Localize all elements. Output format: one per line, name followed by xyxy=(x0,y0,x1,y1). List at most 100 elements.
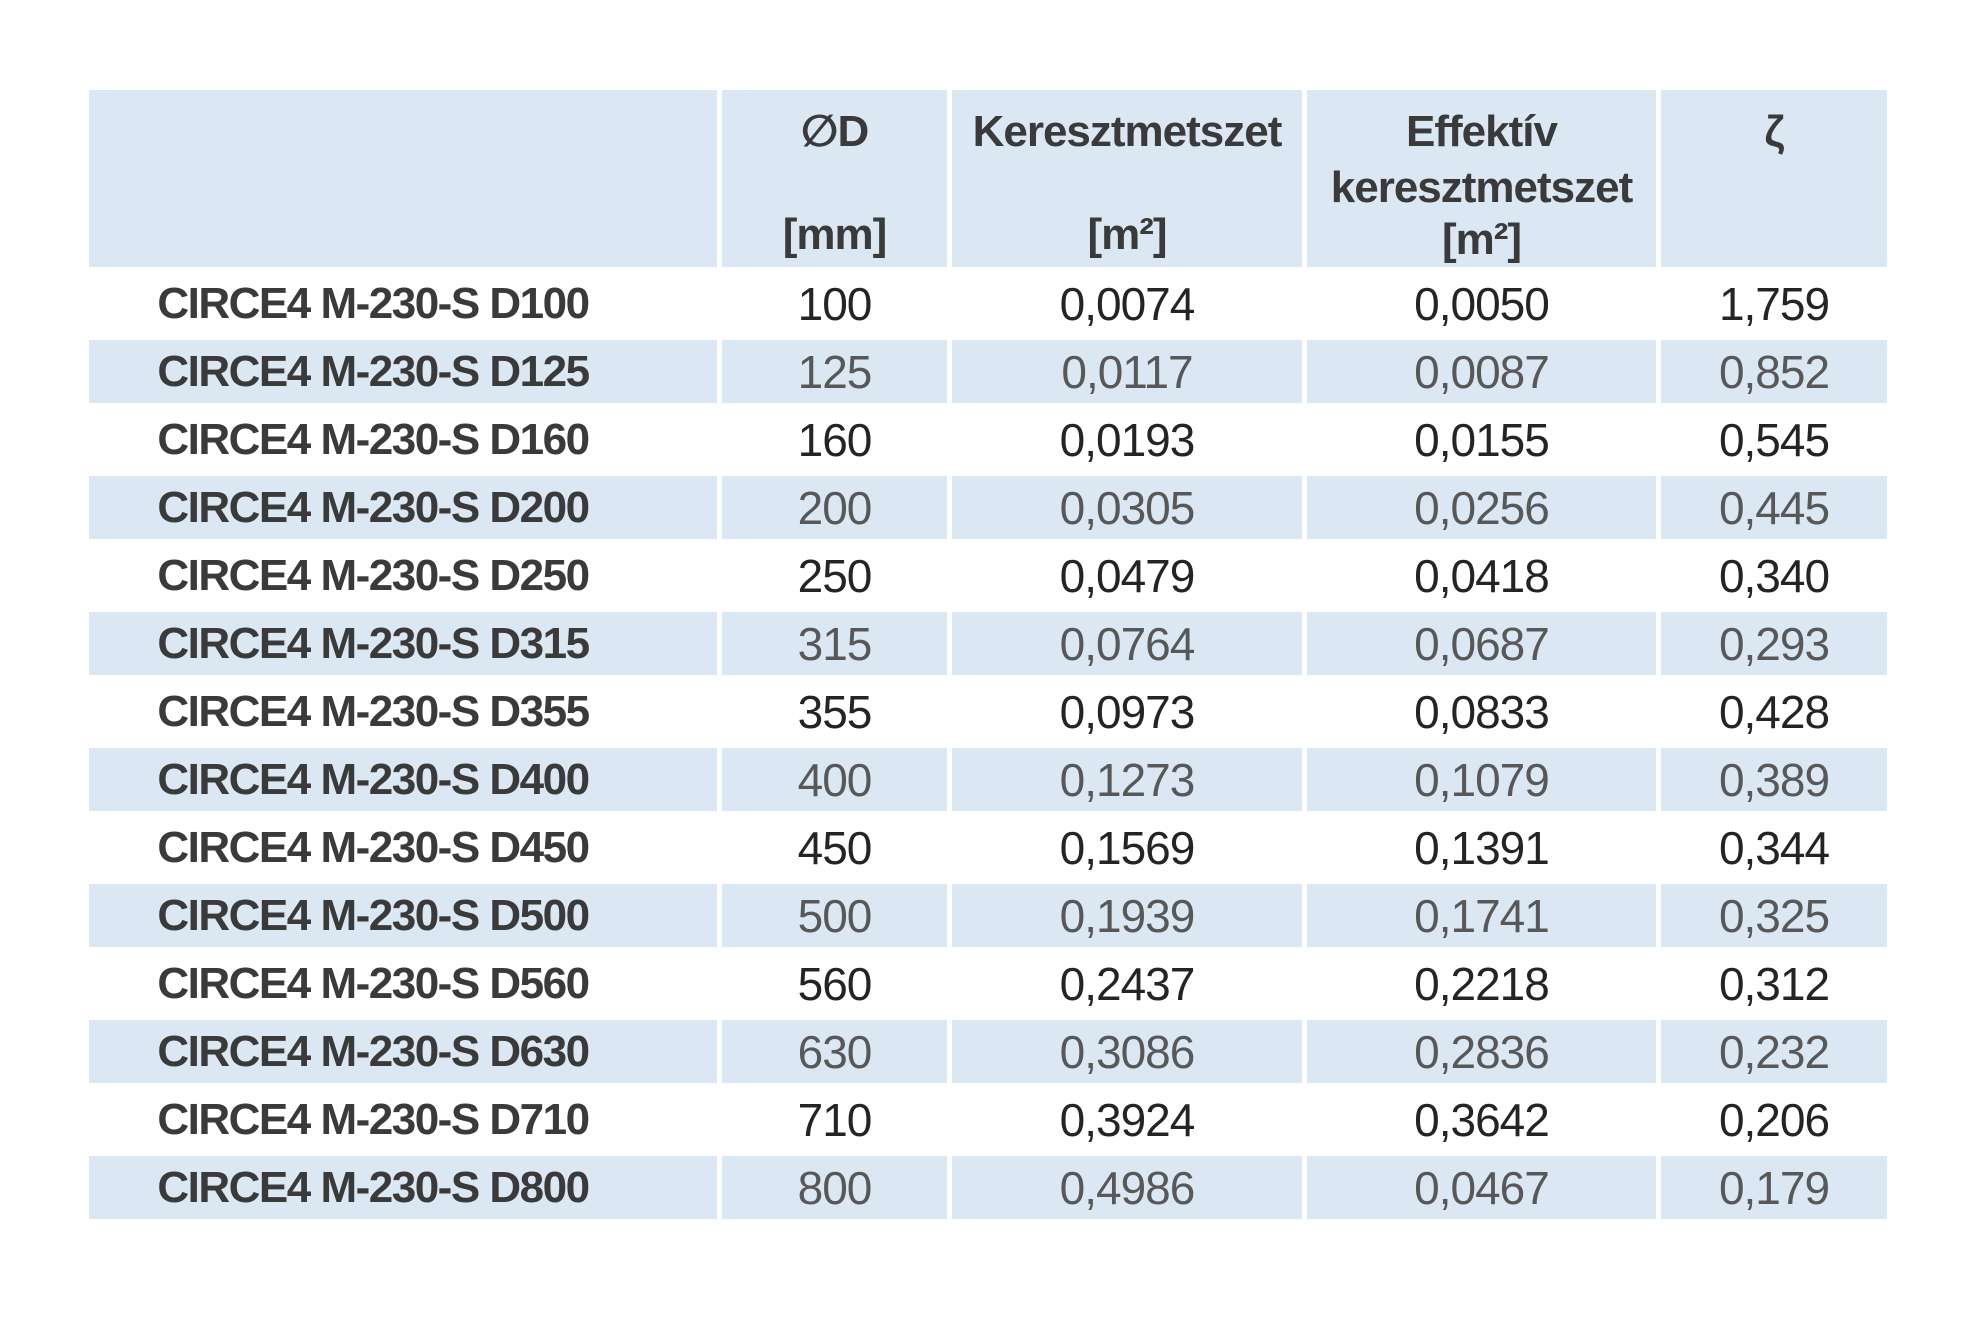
column-title-diameter: ∅D xyxy=(800,107,869,156)
diameter-cell: 125 xyxy=(722,340,947,403)
effective-cross-section-value: 0,0155 xyxy=(1414,413,1550,466)
product-name-cell: CIRCE4 M-230-S D500 xyxy=(89,884,717,947)
zeta-value: 0,312 xyxy=(1718,957,1830,1010)
effective-cross-section-cell: 0,0418 xyxy=(1307,544,1656,607)
zeta-cell: 0,179 xyxy=(1661,1156,1887,1219)
table-row: CIRCE4 M-230-S D710 710 0,3924 0,3642 0,… xyxy=(89,1088,1887,1151)
cross-section-cell: 0,0193 xyxy=(952,408,1302,471)
cross-section-cell: 0,1939 xyxy=(952,884,1302,947)
zeta-cell: 0,852 xyxy=(1661,340,1887,403)
header-cell-zeta: ζ xyxy=(1661,90,1887,267)
effective-cross-section-cell: 0,2836 xyxy=(1307,1020,1656,1083)
diameter-cell: 400 xyxy=(722,748,947,811)
zeta-value: 0,179 xyxy=(1718,1161,1830,1214)
diameter-cell: 500 xyxy=(722,884,947,947)
cross-section-cell: 0,3924 xyxy=(952,1088,1302,1151)
effective-cross-section-value: 0,2218 xyxy=(1414,957,1550,1010)
product-name: CIRCE4 M-230-S D800 xyxy=(157,1162,590,1212)
effective-cross-section-value: 0,1741 xyxy=(1414,889,1550,942)
diameter-value: 200 xyxy=(797,481,873,534)
column-title-effective-line1: Effektív xyxy=(1406,107,1558,156)
diameter-cell: 100 xyxy=(722,272,947,335)
product-name: CIRCE4 M-230-S D160 xyxy=(157,414,590,464)
table-row: CIRCE4 M-230-S D630 630 0,3086 0,2836 0,… xyxy=(89,1020,1887,1083)
zeta-value: 0,293 xyxy=(1718,617,1830,670)
cross-section-cell: 0,0764 xyxy=(952,612,1302,675)
diameter-value: 125 xyxy=(797,345,873,398)
diameter-cell: 160 xyxy=(722,408,947,471)
cross-section-value: 0,4986 xyxy=(1059,1161,1196,1214)
zeta-cell: 0,428 xyxy=(1661,680,1887,743)
effective-cross-section-cell: 0,1741 xyxy=(1307,884,1656,947)
column-unit-cross-section: [m²] xyxy=(1087,210,1167,259)
diameter-value: 630 xyxy=(797,1025,873,1078)
zeta-value: 0,389 xyxy=(1718,753,1830,806)
effective-cross-section-cell: 0,2218 xyxy=(1307,952,1656,1015)
zeta-cell: 0,545 xyxy=(1661,408,1887,471)
table-row: CIRCE4 M-230-S D315 315 0,0764 0,0687 0,… xyxy=(89,612,1887,675)
effective-cross-section-cell: 0,0050 xyxy=(1307,272,1656,335)
cross-section-value: 0,0305 xyxy=(1059,481,1196,534)
table-row: CIRCE4 M-230-S D125 125 0,0117 0,0087 0,… xyxy=(89,340,1887,403)
zeta-value: 0,445 xyxy=(1718,481,1830,534)
effective-cross-section-value: 0,2836 xyxy=(1414,1025,1550,1078)
cross-section-cell: 0,0973 xyxy=(952,680,1302,743)
product-name-cell: CIRCE4 M-230-S D315 xyxy=(89,612,717,675)
table-row: CIRCE4 M-230-S D200 200 0,0305 0,0256 0,… xyxy=(89,476,1887,539)
zeta-cell: 0,206 xyxy=(1661,1088,1887,1151)
cross-section-cell: 0,0074 xyxy=(952,272,1302,335)
table-row: CIRCE4 M-230-S D560 560 0,2437 0,2218 0,… xyxy=(89,952,1887,1015)
column-title-zeta: ζ xyxy=(1764,107,1784,156)
product-name-cell: CIRCE4 M-230-S D630 xyxy=(89,1020,717,1083)
table-row: CIRCE4 M-230-S D450 450 0,1569 0,1391 0,… xyxy=(89,816,1887,879)
effective-cross-section-cell: 0,0256 xyxy=(1307,476,1656,539)
table-row: CIRCE4 M-230-S D400 400 0,1273 0,1079 0,… xyxy=(89,748,1887,811)
effective-cross-section-cell: 0,0687 xyxy=(1307,612,1656,675)
product-name: CIRCE4 M-230-S D500 xyxy=(157,890,590,940)
product-name: CIRCE4 M-230-S D200 xyxy=(157,482,590,532)
cross-section-value: 0,0973 xyxy=(1059,685,1196,738)
cross-section-value: 0,0479 xyxy=(1059,549,1196,602)
product-name-cell: CIRCE4 M-230-S D800 xyxy=(89,1156,717,1219)
zeta-value: 0,344 xyxy=(1718,821,1830,874)
product-name-cell: CIRCE4 M-230-S D400 xyxy=(89,748,717,811)
zeta-cell: 0,445 xyxy=(1661,476,1887,539)
product-name: CIRCE4 M-230-S D560 xyxy=(157,958,590,1008)
table-body: CIRCE4 M-230-S D100 100 0,0074 0,0050 1,… xyxy=(89,272,1887,1219)
diameter-cell: 710 xyxy=(722,1088,947,1151)
table-row: CIRCE4 M-230-S D250 250 0,0479 0,0418 0,… xyxy=(89,544,1887,607)
zeta-cell: 0,325 xyxy=(1661,884,1887,947)
diameter-value: 250 xyxy=(797,549,873,602)
product-name-cell: CIRCE4 M-230-S D200 xyxy=(89,476,717,539)
zeta-value: 0,340 xyxy=(1718,549,1830,602)
diameter-cell: 560 xyxy=(722,952,947,1015)
diameter-value: 800 xyxy=(797,1161,873,1214)
zeta-value: 0,545 xyxy=(1718,413,1830,466)
product-name: CIRCE4 M-230-S D355 xyxy=(157,686,590,736)
diameter-cell: 200 xyxy=(722,476,947,539)
product-name-cell: CIRCE4 M-230-S D250 xyxy=(89,544,717,607)
effective-cross-section-cell: 0,0833 xyxy=(1307,680,1656,743)
zeta-cell: 1,759 xyxy=(1661,272,1887,335)
zeta-value: 0,206 xyxy=(1718,1093,1830,1146)
diameter-cell: 355 xyxy=(722,680,947,743)
column-unit-effective: [m²] xyxy=(1441,215,1522,264)
cross-section-value: 0,3924 xyxy=(1059,1093,1196,1146)
header-cell-diameter: ∅D [mm] xyxy=(722,90,947,267)
product-name: CIRCE4 M-230-S D100 xyxy=(157,278,590,328)
product-name-cell: CIRCE4 M-230-S D710 xyxy=(89,1088,717,1151)
product-name-cell: CIRCE4 M-230-S D125 xyxy=(89,340,717,403)
zeta-cell: 0,340 xyxy=(1661,544,1887,607)
zeta-value: 0,232 xyxy=(1718,1025,1830,1078)
product-name-cell: CIRCE4 M-230-S D355 xyxy=(89,680,717,743)
table-row: CIRCE4 M-230-S D800 800 0,4986 0,0467 0,… xyxy=(89,1156,1887,1219)
column-unit-diameter: [mm] xyxy=(782,210,888,259)
product-name: CIRCE4 M-230-S D250 xyxy=(157,550,590,600)
effective-cross-section-cell: 0,1079 xyxy=(1307,748,1656,811)
product-name-cell: CIRCE4 M-230-S D450 xyxy=(89,816,717,879)
diameter-value: 560 xyxy=(797,957,873,1010)
effective-cross-section-value: 0,0687 xyxy=(1414,617,1550,670)
cross-section-cell: 0,0305 xyxy=(952,476,1302,539)
cross-section-value: 0,3086 xyxy=(1059,1025,1196,1078)
